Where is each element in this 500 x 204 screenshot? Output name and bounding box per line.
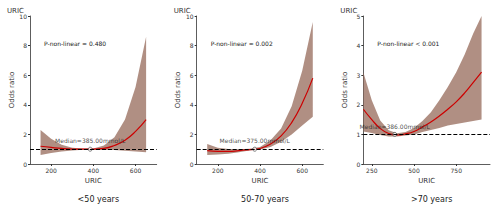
svg-text:URIC: URIC: [418, 177, 435, 185]
svg-text:URIC: URIC: [85, 177, 102, 185]
svg-text:4: 4: [190, 101, 194, 108]
svg-text:Median=386.00mmol/L: Median=386.00mmol/L: [360, 123, 431, 130]
svg-text:5: 5: [356, 12, 361, 20]
svg-text:>70 years: >70 years: [411, 195, 452, 204]
svg-text:1: 1: [357, 131, 361, 138]
svg-text:Odds ratio: Odds ratio: [341, 72, 349, 108]
svg-text:400: 400: [88, 167, 100, 174]
svg-text:750: 750: [450, 167, 462, 174]
svg-text:P-non-linear = 0.002: P-non-linear = 0.002: [211, 40, 273, 47]
svg-text:600: 600: [296, 167, 308, 174]
svg-text:6: 6: [190, 72, 194, 79]
svg-text:500: 500: [408, 167, 420, 174]
svg-text:10: 10: [19, 12, 27, 20]
svg-text:8: 8: [190, 42, 194, 49]
svg-text:P-non-linear < 0.001: P-non-linear < 0.001: [377, 40, 439, 47]
svg-text:400: 400: [254, 167, 266, 174]
svg-text:0: 0: [357, 161, 361, 168]
svg-text:0: 0: [190, 161, 194, 168]
svg-text:50-70 years: 50-70 years: [241, 195, 289, 204]
svg-text:URIC: URIC: [174, 7, 191, 15]
svg-text:URIC: URIC: [340, 7, 357, 15]
svg-text:2: 2: [357, 101, 361, 108]
svg-text:Odds ratio: Odds ratio: [174, 72, 182, 108]
svg-text:URIC: URIC: [7, 7, 24, 15]
svg-text:2: 2: [23, 131, 27, 138]
svg-text:10: 10: [186, 12, 194, 20]
svg-text:2: 2: [190, 131, 194, 138]
svg-text:4: 4: [23, 101, 27, 108]
svg-text:4: 4: [357, 42, 361, 49]
svg-text:200: 200: [212, 167, 224, 174]
svg-text:0: 0: [23, 161, 27, 168]
svg-text:Median=385.00mmol/L: Median=385.00mmol/L: [55, 137, 126, 144]
svg-text:8: 8: [23, 42, 27, 49]
svg-text:6: 6: [23, 72, 27, 79]
svg-text:URIC: URIC: [252, 177, 269, 185]
svg-text:<50 years: <50 years: [78, 195, 119, 204]
svg-text:3: 3: [357, 72, 361, 79]
svg-text:P-non-linear = 0.480: P-non-linear = 0.480: [44, 40, 106, 47]
svg-text:Odds ratio: Odds ratio: [8, 72, 16, 108]
svg-text:600: 600: [130, 167, 142, 174]
svg-text:250: 250: [366, 167, 378, 174]
svg-text:Median=375.00mmol/L: Median=375.00mmol/L: [220, 137, 291, 144]
svg-text:200: 200: [45, 167, 57, 174]
